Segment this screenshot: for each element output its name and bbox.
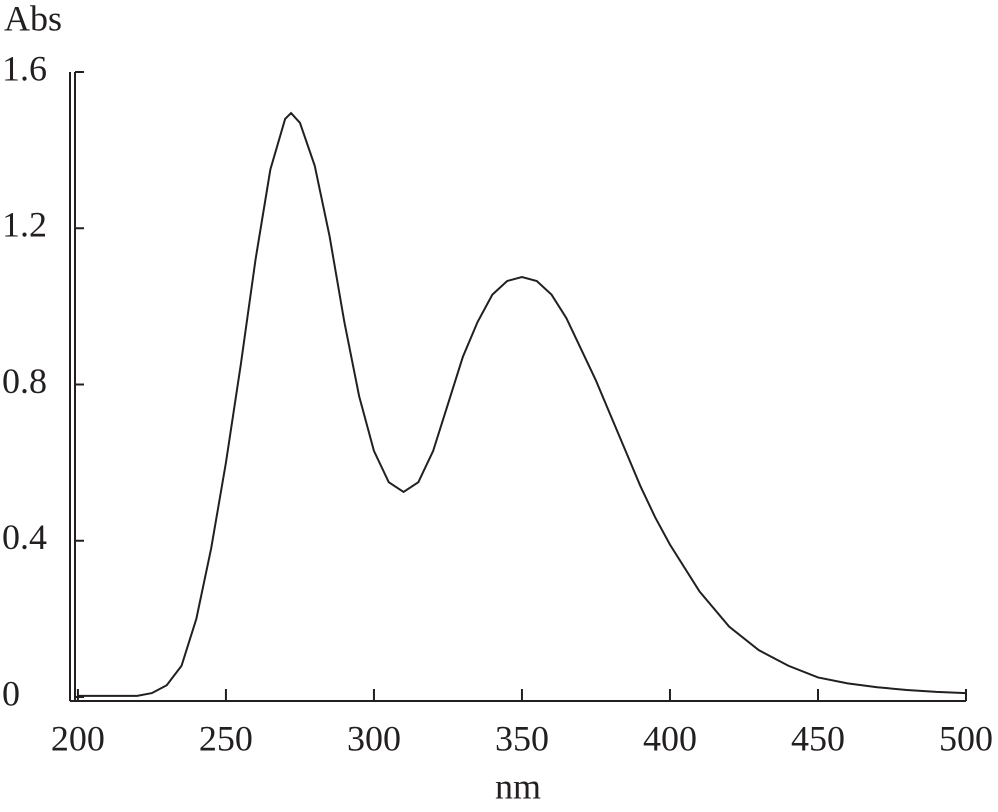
x-tick-label: 350 bbox=[495, 718, 549, 758]
x-axis-label: nm bbox=[495, 766, 541, 806]
y-tick-label: 0.8 bbox=[2, 361, 47, 401]
x-tick-label: 450 bbox=[791, 718, 845, 758]
x-tick-label: 200 bbox=[51, 718, 105, 758]
spectrum-line bbox=[77, 111, 967, 697]
x-tick-label: 250 bbox=[199, 718, 253, 758]
y-tick-label: 1.2 bbox=[2, 205, 47, 245]
y-axis-label: Abs bbox=[4, 0, 62, 38]
x-tick-label: 400 bbox=[643, 718, 697, 758]
y-tick-label: 0 bbox=[2, 673, 20, 713]
y-tick-label: 1.6 bbox=[2, 48, 47, 88]
x-tick-label: 300 bbox=[347, 718, 401, 758]
y-tick-label: 0.4 bbox=[2, 517, 47, 557]
x-tick-label: 500 bbox=[939, 718, 993, 758]
